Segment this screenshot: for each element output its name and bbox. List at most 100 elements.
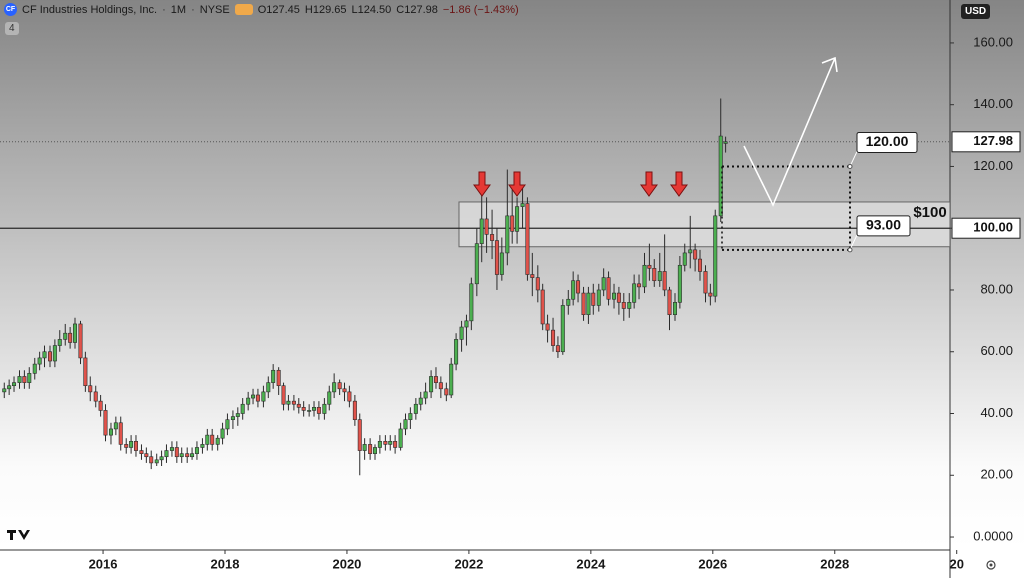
candle-body xyxy=(560,305,565,353)
arrow-down xyxy=(508,171,526,197)
background xyxy=(0,0,1024,550)
zone-label: $100 xyxy=(913,204,946,221)
x-tick-label: 2024 xyxy=(576,556,606,571)
candle-body xyxy=(581,292,586,315)
low-value: L124.50 xyxy=(351,3,392,16)
callout-anchor xyxy=(847,163,853,169)
candle-body xyxy=(393,440,398,448)
exchange: NYSE xyxy=(199,3,230,16)
candle-body xyxy=(713,215,718,297)
candle-body xyxy=(586,292,591,315)
symbol-name[interactable]: CF Industries Holdings, Inc. xyxy=(22,3,158,16)
candle-body xyxy=(418,397,423,405)
candle-body xyxy=(37,357,42,365)
candle-body xyxy=(57,339,62,346)
candle-body xyxy=(149,456,154,464)
candle-body xyxy=(637,283,642,288)
candle-body xyxy=(185,453,190,458)
candle-body xyxy=(362,444,367,451)
candle-body xyxy=(545,323,550,331)
candle-body xyxy=(113,422,118,430)
candle-body xyxy=(433,376,438,383)
market-status-icon[interactable] xyxy=(234,4,253,15)
candle-body xyxy=(276,369,281,387)
candle-body xyxy=(505,215,510,254)
indicator-count[interactable]: 4 xyxy=(9,23,15,34)
candle-body xyxy=(662,271,667,291)
candle-body xyxy=(27,373,32,383)
change-value: −1.86 (−1.43%) xyxy=(442,3,519,16)
candle-body xyxy=(246,397,251,405)
candle-body xyxy=(555,345,560,353)
candle-body xyxy=(667,289,672,315)
last-price-box xyxy=(951,131,1021,153)
y-tick-label: 80.00 xyxy=(980,281,1013,296)
candle-body xyxy=(235,413,240,417)
candle-body xyxy=(388,440,393,445)
candle-body xyxy=(164,450,169,458)
candle-body xyxy=(515,206,520,232)
candle-body xyxy=(677,264,682,303)
candle-body xyxy=(296,403,301,408)
candle-body xyxy=(68,332,73,343)
candle-body xyxy=(612,292,617,300)
indicators-toggle[interactable]: 4 xyxy=(5,22,19,35)
arrow-down xyxy=(670,171,688,197)
candle-body xyxy=(444,388,449,396)
candle-body xyxy=(413,403,418,414)
separator: · xyxy=(162,3,166,16)
candle-body xyxy=(154,459,159,464)
separator: · xyxy=(191,3,195,16)
candle-body xyxy=(657,271,662,282)
x-tick-label: 2016 xyxy=(89,556,118,571)
arrow-head xyxy=(821,56,838,73)
candle-body xyxy=(525,203,530,275)
candle-body xyxy=(372,447,377,454)
candle-body xyxy=(220,428,225,439)
currency-label[interactable]: USD xyxy=(961,4,991,19)
x-tick-label: 2022 xyxy=(454,556,483,571)
candle-body xyxy=(682,252,687,266)
settings-icon-dot[interactable] xyxy=(989,563,993,567)
interval[interactable]: 1M xyxy=(170,3,187,16)
candle-body xyxy=(327,391,332,405)
symbol-logo: CF xyxy=(4,3,17,16)
candle-body xyxy=(368,444,373,454)
projection-path xyxy=(743,57,836,207)
level-price-box xyxy=(951,217,1021,239)
candle-body xyxy=(708,292,713,297)
y-tick-label: 40.00 xyxy=(980,405,1013,420)
candle-body xyxy=(627,302,632,309)
candle-body xyxy=(601,277,606,291)
candle-body xyxy=(316,407,321,414)
candle-body xyxy=(7,385,12,390)
candle-body xyxy=(194,447,199,454)
candle-body xyxy=(307,410,312,412)
candle-body xyxy=(240,403,245,414)
candle-body xyxy=(169,447,174,451)
candle-body xyxy=(32,363,37,374)
candle-body xyxy=(647,264,652,269)
candle-body xyxy=(652,268,657,282)
callout-box xyxy=(856,131,918,153)
candle-body xyxy=(230,416,235,420)
settings-icon-ring[interactable] xyxy=(986,560,996,570)
candle-body xyxy=(251,394,256,399)
candle-body xyxy=(63,332,68,340)
callout-connector xyxy=(849,149,859,167)
candle-body xyxy=(596,289,601,306)
candle-body xyxy=(490,234,495,241)
candle-body xyxy=(423,391,428,399)
legend-header: CF CF Industries Holdings, Inc. · 1M · N… xyxy=(4,3,519,16)
candle-body xyxy=(723,141,728,144)
candle-body xyxy=(2,388,7,393)
projection-arrow xyxy=(743,56,838,207)
candle-body xyxy=(322,403,327,414)
settings-icon[interactable] xyxy=(986,560,996,570)
candle-body xyxy=(118,422,123,445)
candle-body xyxy=(159,456,164,461)
candle-body xyxy=(464,320,469,328)
candle-body xyxy=(499,252,504,275)
high-value: H129.65 xyxy=(304,3,347,16)
x-tick-label: 2026 xyxy=(698,556,727,571)
